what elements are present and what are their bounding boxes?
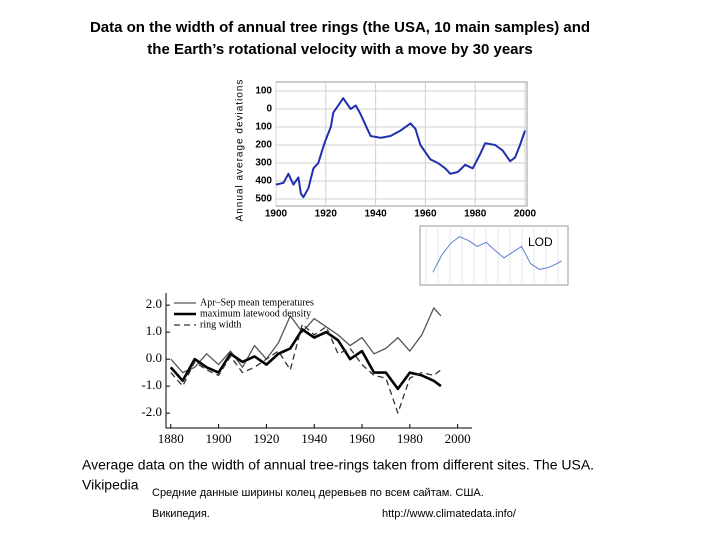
x-tick-label: 1980 bbox=[397, 431, 423, 446]
data-line bbox=[275, 97, 526, 199]
y-tick-label: 200 bbox=[255, 140, 272, 151]
y-tick-label: 1.0 bbox=[146, 323, 162, 338]
y-tick-label: 100 bbox=[255, 122, 272, 133]
data-line bbox=[432, 236, 562, 273]
title-line: Data on the width of annual tree rings (… bbox=[90, 19, 590, 36]
x-tick-label: 1920 bbox=[315, 209, 338, 220]
x-tick-label: 1960 bbox=[349, 431, 375, 446]
y-tick-label: 500 bbox=[255, 194, 272, 205]
x-tick-label: 2000 bbox=[445, 431, 471, 446]
x-tick-label: 1900 bbox=[206, 431, 232, 446]
x-tick-label: 1980 bbox=[464, 209, 487, 220]
x-tick-label: 1960 bbox=[414, 209, 437, 220]
legend-label: ring width bbox=[200, 319, 241, 330]
y-tick-label: 2.0 bbox=[146, 296, 162, 311]
plot-frame bbox=[419, 225, 569, 286]
x-tick-label: 1940 bbox=[301, 431, 327, 446]
legend-label: Apr–Sep mean temperatures bbox=[200, 297, 314, 308]
x-tick-label: 1920 bbox=[253, 431, 279, 446]
y-tick-label: 300 bbox=[255, 158, 272, 169]
y-tick-label: 400 bbox=[255, 176, 272, 187]
title-line: the Earth’s rotational velocity with a m… bbox=[147, 41, 532, 58]
y-tick-label: 0 bbox=[266, 104, 272, 115]
russian-caption: Википедия. bbox=[152, 508, 210, 520]
chart-label: LOD bbox=[528, 235, 553, 249]
x-tick-label: 1940 bbox=[364, 209, 387, 220]
url: http://www.climatedata.info/ bbox=[382, 508, 517, 520]
y-tick-label: 0.0 bbox=[146, 350, 162, 365]
source: Vikipedia bbox=[82, 477, 139, 493]
y-tick-label: 100 bbox=[255, 86, 272, 97]
caption: Average data on the width of annual tree… bbox=[82, 457, 594, 473]
data-line bbox=[169, 328, 442, 391]
x-tick-label: 1880 bbox=[158, 431, 184, 446]
x-tick-label: 2000 bbox=[514, 209, 537, 220]
y-axis-label: Annual average deviations bbox=[235, 79, 246, 222]
y-tick-label: -2.0 bbox=[141, 404, 162, 419]
x-tick-label: 1900 bbox=[265, 209, 288, 220]
russian-caption: Средние данные ширины колец деревьев по … bbox=[152, 487, 484, 499]
legend-label: maximum latewood density bbox=[200, 308, 311, 319]
y-tick-label: -1.0 bbox=[141, 377, 162, 392]
data-line bbox=[170, 323, 442, 414]
data-line bbox=[170, 307, 442, 374]
